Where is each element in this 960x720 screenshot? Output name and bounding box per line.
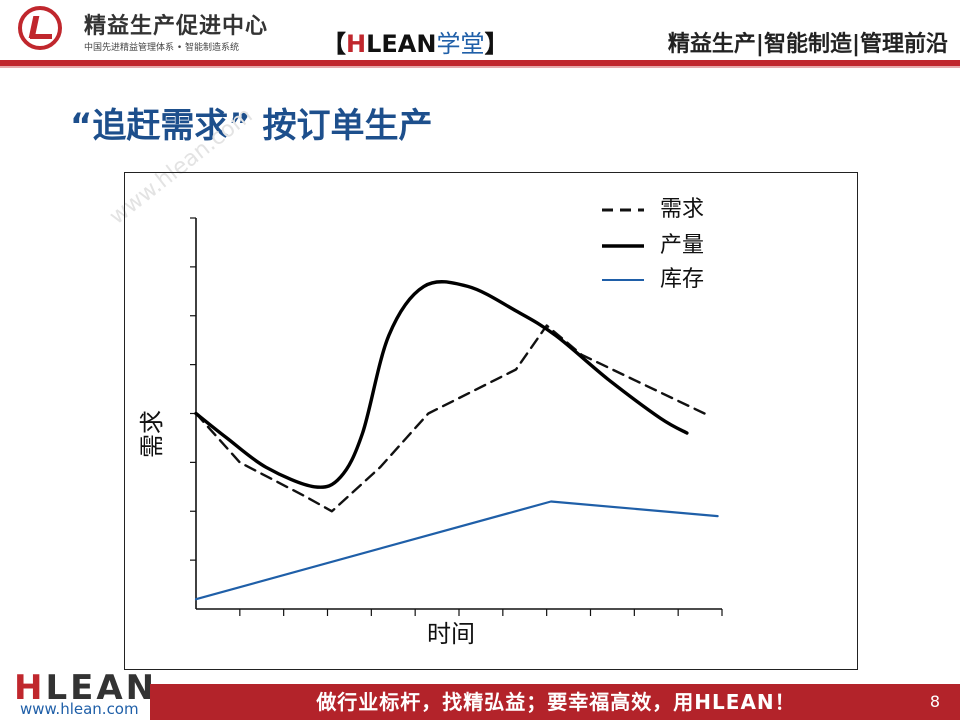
series-line-0: [194, 324, 706, 513]
x-axis-label: 时间: [427, 620, 475, 648]
academy-h: H: [346, 30, 367, 58]
academy-bracket-close: 】: [484, 30, 509, 58]
footer-logo-rest: LEAN: [45, 668, 158, 708]
slide-header: 精益生产促进中心 中国先进精益管理体系 • 智能制造系统 【HLEAN学堂】 精…: [0, 0, 960, 70]
academy-lean: LEAN: [366, 30, 437, 58]
logo-subtitle: 中国先进精益管理体系 • 智能制造系统: [84, 43, 240, 53]
academy-bracket-open: 【: [322, 30, 346, 58]
legend-label-1: 产量: [660, 233, 704, 258]
footer-motto: 做行业标杆，找精弘益；要幸福高效，用HLEAN！: [316, 690, 796, 714]
footer-logo-h: H: [14, 668, 46, 708]
academy-xuetang: 学堂: [436, 30, 485, 58]
academy-label: 【HLEAN学堂】: [322, 24, 508, 59]
slide-title: “追赶需求” 按订单生产: [70, 106, 433, 146]
footer-bar: 做行业标杆，找精弘益；要幸福高效，用HLEAN！ 8: [150, 684, 960, 720]
footer-logo: HLEAN: [14, 668, 157, 708]
page-number: 8: [929, 692, 940, 711]
brand-logo-icon: [18, 6, 62, 50]
series-line-2: [194, 500, 719, 601]
legend-label-2: 库存: [660, 267, 704, 292]
header-divider: [0, 60, 960, 66]
logo-title: 精益生产促进中心: [84, 14, 269, 39]
chart-frame: [124, 172, 858, 670]
header-divider-shadow: [0, 66, 960, 68]
footer-url[interactable]: www.hlean.com: [20, 700, 139, 718]
series-line-1: [194, 280, 689, 489]
header-slogan: 精益生产|智能制造|管理前沿: [667, 32, 948, 57]
legend-label-0: 需求: [660, 197, 704, 222]
y-axis-label: 需求: [138, 410, 166, 458]
